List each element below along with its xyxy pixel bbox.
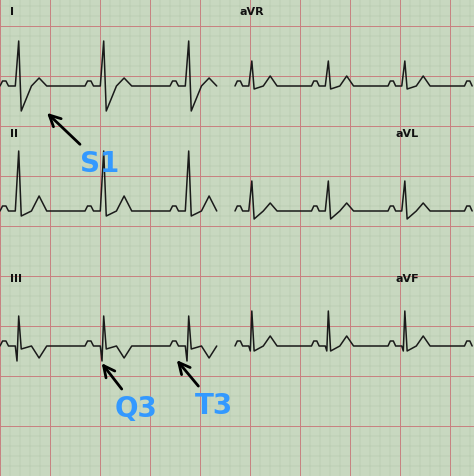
Text: aVL: aVL (395, 129, 418, 139)
Text: aVF: aVF (395, 273, 419, 283)
Text: aVR: aVR (240, 7, 264, 17)
Text: T3: T3 (179, 363, 233, 419)
Text: II: II (10, 129, 18, 139)
Text: Q3: Q3 (104, 366, 158, 422)
Text: III: III (10, 273, 22, 283)
Text: S1: S1 (49, 116, 119, 178)
Text: I: I (10, 7, 14, 17)
